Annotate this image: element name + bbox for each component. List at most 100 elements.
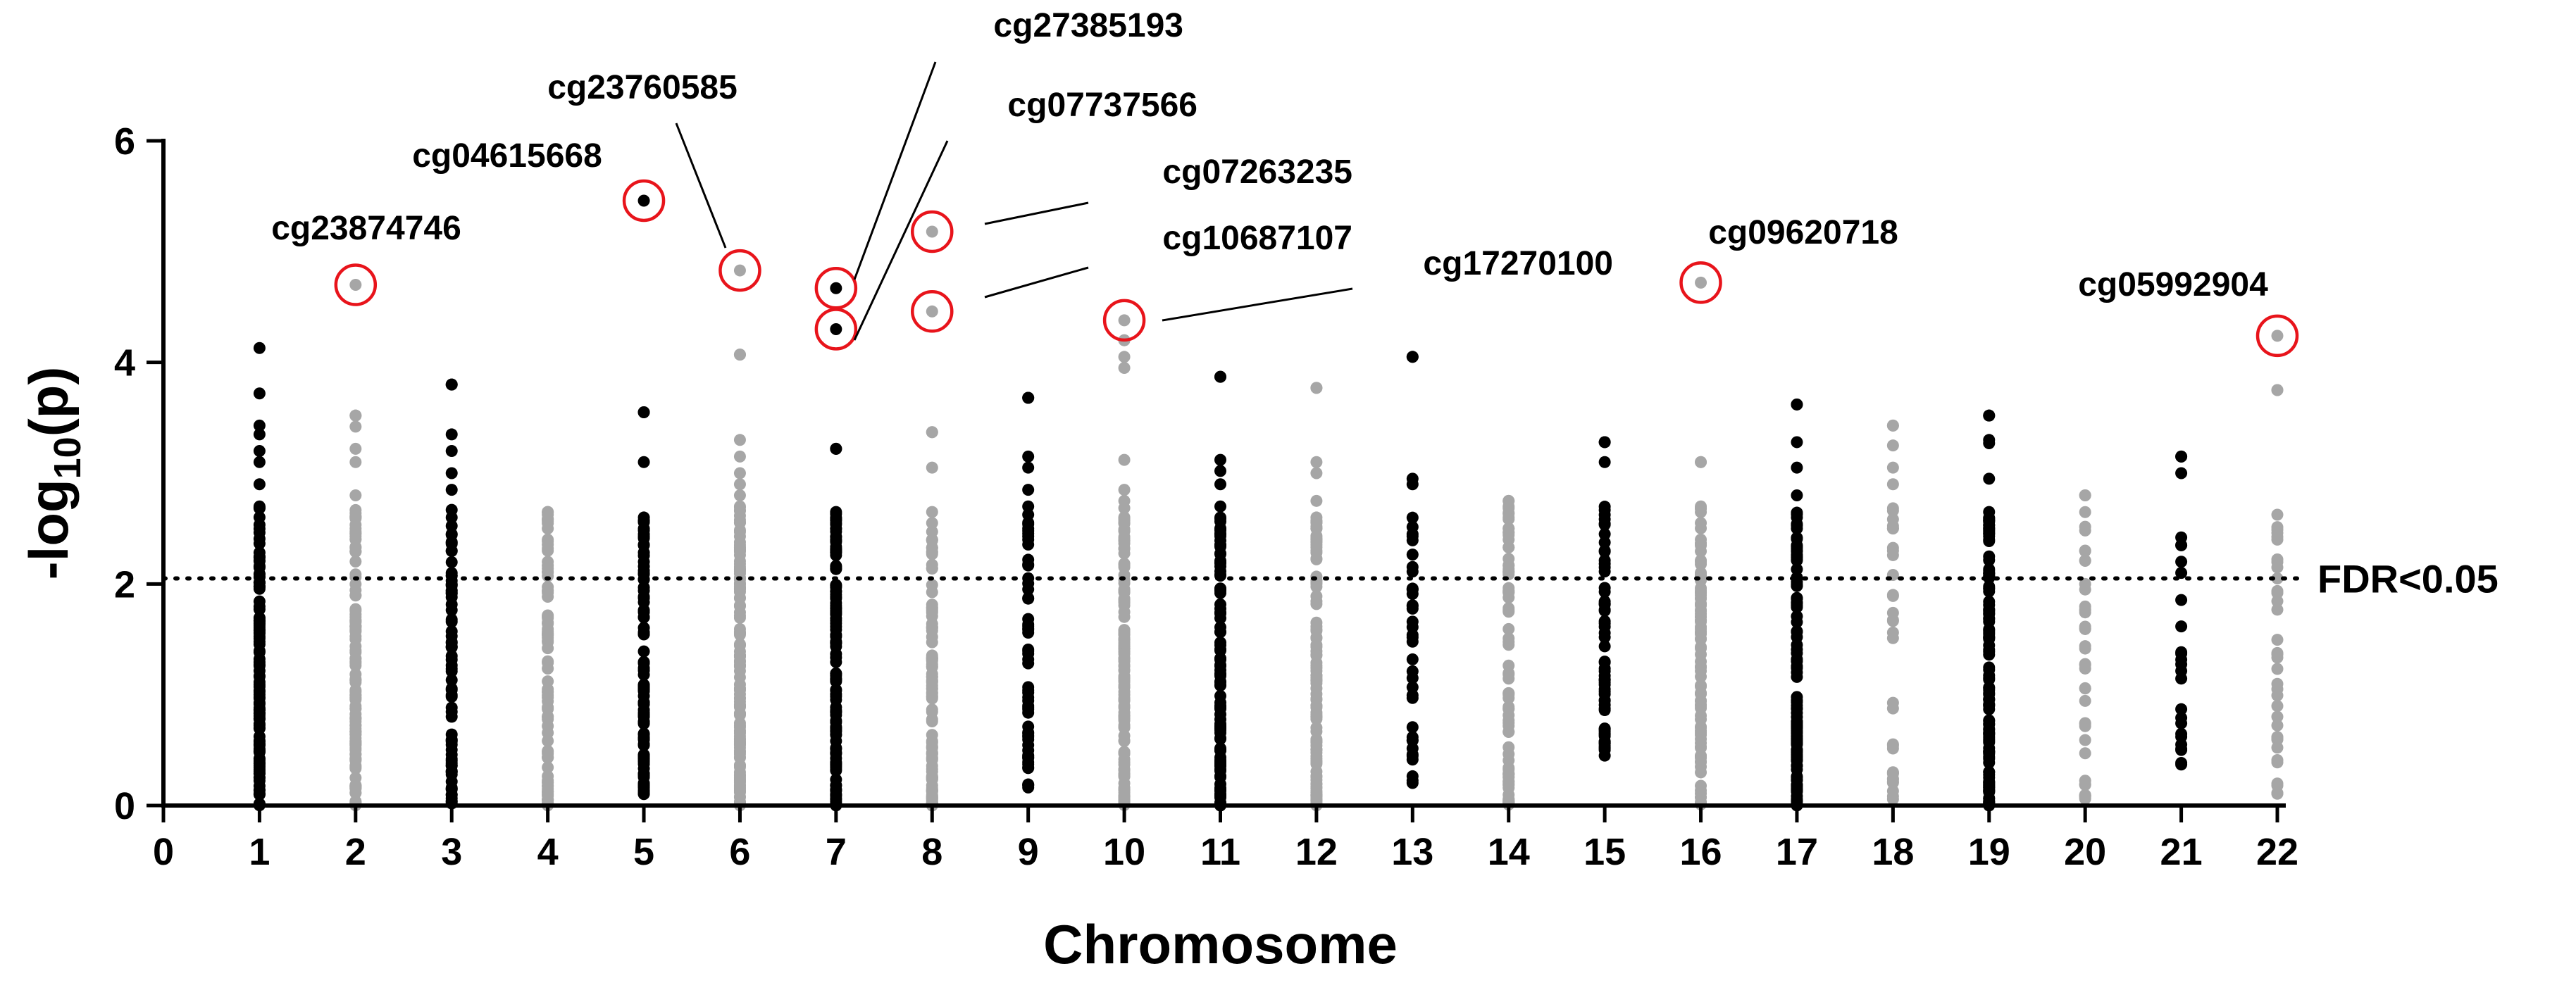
data-point [733, 659, 746, 672]
data-point [1791, 539, 1803, 551]
data-point [637, 516, 650, 529]
data-point [1214, 643, 1226, 656]
data-point [542, 761, 554, 774]
annotation-leader-line [853, 140, 949, 341]
highlighted-point [926, 305, 938, 318]
data-point [1214, 584, 1226, 597]
highlight-ring [718, 249, 761, 292]
data-point [830, 620, 842, 633]
data-point [445, 428, 458, 441]
data-point [1214, 742, 1226, 755]
data-point [1983, 550, 1996, 563]
x-tick-label: 10 [1103, 831, 1145, 873]
probe-label: cg09620718 [1708, 214, 1898, 251]
y-axis-title: -log10(p) [18, 367, 89, 580]
data-point [637, 732, 650, 744]
data-point [1791, 737, 1803, 750]
data-point [2175, 620, 2188, 633]
data-point [1022, 484, 1035, 496]
data-point [1118, 530, 1131, 543]
data-point [1791, 653, 1803, 665]
data-point [542, 616, 554, 629]
probe-label: cg05992904 [2078, 266, 2268, 303]
data-point [1502, 789, 1515, 801]
data-point [1022, 461, 1035, 474]
data-point [1406, 672, 1419, 684]
data-point [2175, 567, 2188, 579]
data-point [733, 478, 746, 491]
data-point [253, 445, 266, 458]
x-tick-label: 22 [2256, 831, 2298, 873]
data-point [1118, 484, 1131, 496]
probe-label: cg07737566 [1007, 87, 1197, 124]
data-point [349, 728, 362, 741]
data-point [733, 639, 746, 652]
data-point [2079, 779, 2091, 791]
probe-label: cg10687107 [1162, 220, 1352, 257]
data-point [1310, 494, 1323, 507]
data-point [2079, 790, 2091, 803]
data-point [2271, 530, 2284, 543]
axis-titles: Chromosome -log10(p) [18, 367, 1398, 975]
data-point [542, 625, 554, 638]
x-tick-label: 6 [729, 831, 750, 873]
data-point [1502, 703, 1515, 715]
data-point [253, 537, 266, 550]
data-point [445, 757, 458, 770]
data-point [349, 692, 362, 705]
annotation-leader-line [1162, 287, 1353, 322]
data-point [1502, 559, 1515, 572]
data-point [1310, 535, 1323, 548]
data-point [1791, 784, 1803, 796]
data-point [1791, 520, 1803, 532]
data-point [2175, 647, 2188, 660]
data-point [1502, 687, 1515, 700]
x-tick-label: 13 [1391, 831, 1433, 873]
data-point [830, 667, 842, 679]
data-point [253, 428, 266, 441]
annotation-leader-line [853, 61, 937, 280]
data-point [1118, 711, 1131, 724]
highlighted-point [733, 264, 746, 277]
data-point [2175, 556, 2188, 568]
data-point [1983, 612, 1996, 625]
data-point [926, 558, 938, 571]
data-point [253, 676, 266, 689]
data-point [253, 526, 266, 539]
data-point [1214, 465, 1226, 477]
data-point [1310, 649, 1323, 662]
data-point [926, 517, 938, 530]
data-point [2175, 756, 2188, 769]
data-point [1022, 727, 1035, 739]
data-point [1886, 696, 1899, 709]
data-point [1022, 559, 1035, 572]
data-point [926, 579, 938, 591]
data-point [830, 784, 842, 796]
data-point [349, 420, 362, 433]
data-point [2271, 741, 2284, 754]
x-tick-label: 7 [826, 831, 847, 873]
data-point [926, 506, 938, 518]
data-point [1406, 351, 1419, 363]
data-point [1406, 691, 1419, 704]
data-point [1118, 502, 1131, 515]
data-point [1983, 777, 1996, 790]
data-point [542, 662, 554, 675]
data-point [1598, 727, 1611, 739]
data-point [733, 708, 746, 721]
data-point [1791, 639, 1803, 651]
data-point [1791, 615, 1803, 628]
data-point [1118, 595, 1131, 608]
data-point [349, 719, 362, 732]
data-point [1502, 591, 1515, 604]
data-point [1695, 502, 1707, 515]
data-point [349, 584, 362, 596]
x-tick-label: 1 [249, 831, 270, 873]
data-point [445, 641, 458, 653]
data-point [1791, 706, 1803, 719]
data-point [926, 426, 938, 439]
highlight-ring [814, 308, 858, 351]
data-point [1886, 502, 1899, 515]
